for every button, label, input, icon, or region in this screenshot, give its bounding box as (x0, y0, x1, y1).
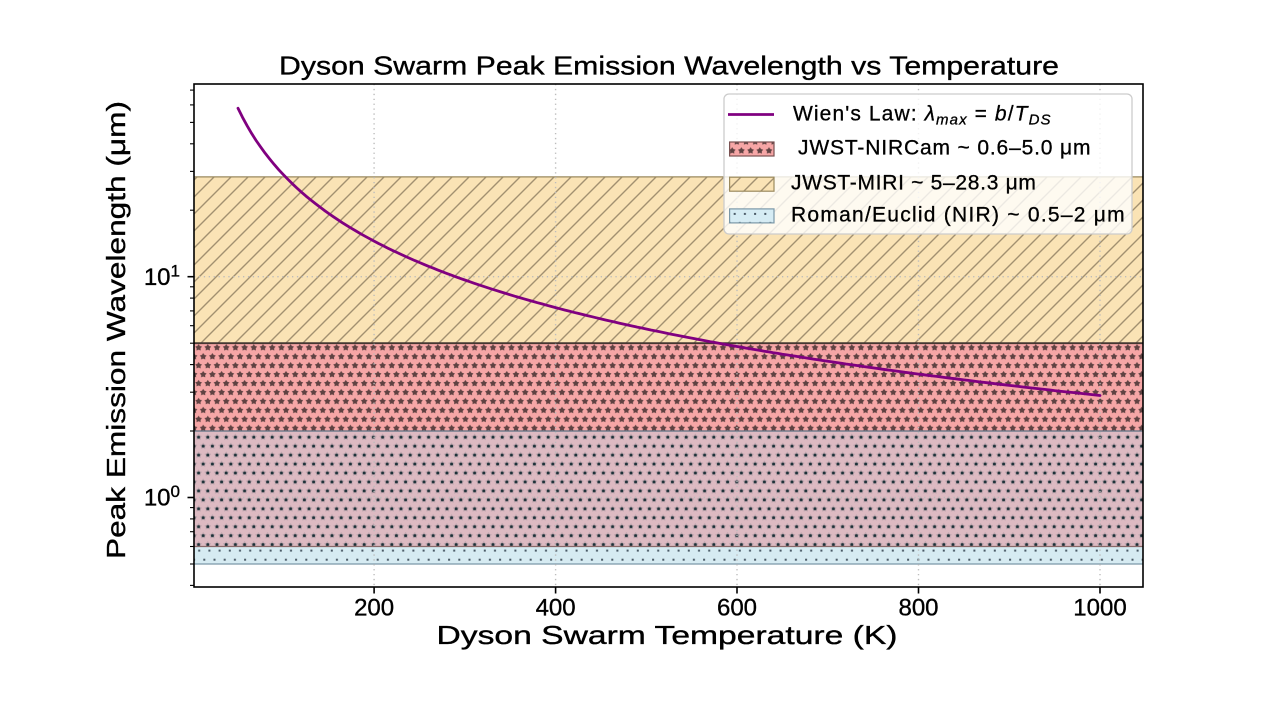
svg-text:Dyson Swarm Peak Emission Wave: Dyson Swarm Peak Emission Wavelength vs … (279, 50, 1059, 80)
svg-text:JWST-MIRI ~ 5–28.3 μm: JWST-MIRI ~ 5–28.3 μm (791, 172, 1037, 195)
svg-text:200: 200 (354, 595, 394, 622)
svg-text:1000: 1000 (1073, 595, 1126, 622)
svg-text:Dyson Swarm Temperature (K): Dyson Swarm Temperature (K) (437, 620, 898, 650)
svg-text:Wien's Law: λmax = b/TDS: Wien's Law: λmax = b/TDS (793, 103, 1052, 129)
svg-text:JWST-NIRCam ~ 0.6–5.0 μm: JWST-NIRCam ~ 0.6–5.0 μm (798, 137, 1091, 160)
svg-text:Roman/Euclid (NIR) ~ 0.5–2 μm: Roman/Euclid (NIR) ~ 0.5–2 μm (791, 204, 1126, 227)
svg-text:800: 800 (898, 595, 938, 622)
svg-text:600: 600 (717, 595, 757, 622)
svg-text:Peak Emission Wavelength (μm): Peak Emission Wavelength (μm) (101, 101, 131, 559)
svg-text:400: 400 (536, 595, 576, 622)
